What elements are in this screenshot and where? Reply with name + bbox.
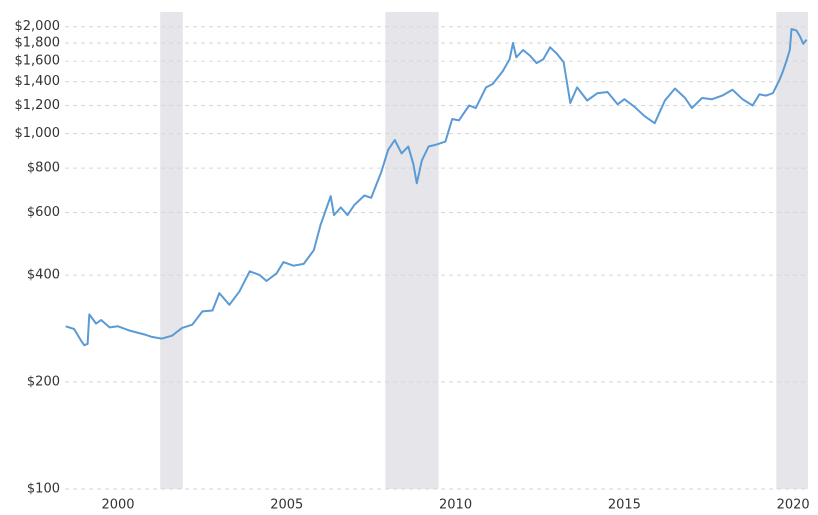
y-tick-label: $2,000 [15, 19, 61, 34]
x-tick-label: 2010 [439, 498, 472, 513]
recession-band [160, 12, 183, 489]
x-tick-label: 2000 [101, 498, 134, 513]
x-tick-label: 2020 [777, 498, 810, 513]
price-line [65, 28, 808, 347]
recession-band [776, 12, 808, 489]
x-tick-label: 2015 [608, 498, 641, 513]
x-tick-label: 2005 [270, 498, 303, 513]
y-tick-label: $100 [27, 482, 60, 497]
y-tick-label: $1,800 [15, 35, 61, 50]
y-tick-label: $600 [27, 205, 60, 220]
y-tick-label: $1,600 [15, 54, 61, 69]
y-tick-label: $1,000 [15, 126, 61, 141]
y-tick-label: $1,200 [15, 98, 61, 113]
y-tick-label: $1,400 [15, 74, 61, 89]
y-tick-label: $800 [27, 161, 60, 176]
recession-band [385, 12, 439, 489]
y-tick-label: $200 [27, 375, 60, 390]
y-tick-label: $400 [27, 268, 60, 283]
